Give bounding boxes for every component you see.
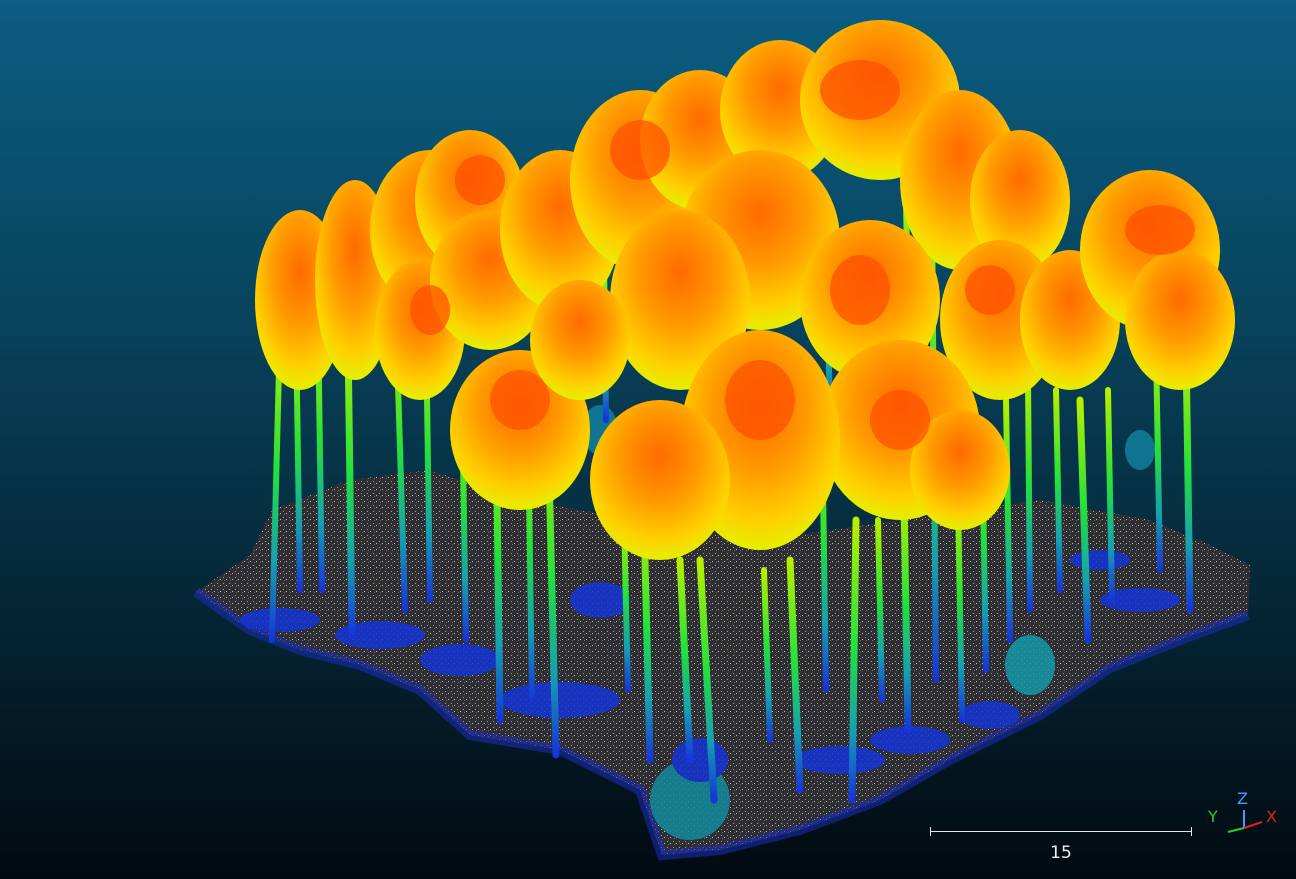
axes-gizmo-icon <box>1227 810 1263 833</box>
crown-top-points <box>410 60 1195 450</box>
scale-bar-label: 15 <box>1050 843 1072 863</box>
scale-bar: 15 <box>930 824 1192 864</box>
axis-y-label: Y <box>1208 807 1218 826</box>
scale-bar-tick-left <box>930 827 931 836</box>
axes-trihedron: Z Y X <box>1200 788 1290 840</box>
scale-bar-line <box>930 831 1192 832</box>
scale-bar-tick-right <box>1191 827 1192 836</box>
axis-x-label: X <box>1266 807 1277 826</box>
axis-z-label: Z <box>1237 789 1248 808</box>
